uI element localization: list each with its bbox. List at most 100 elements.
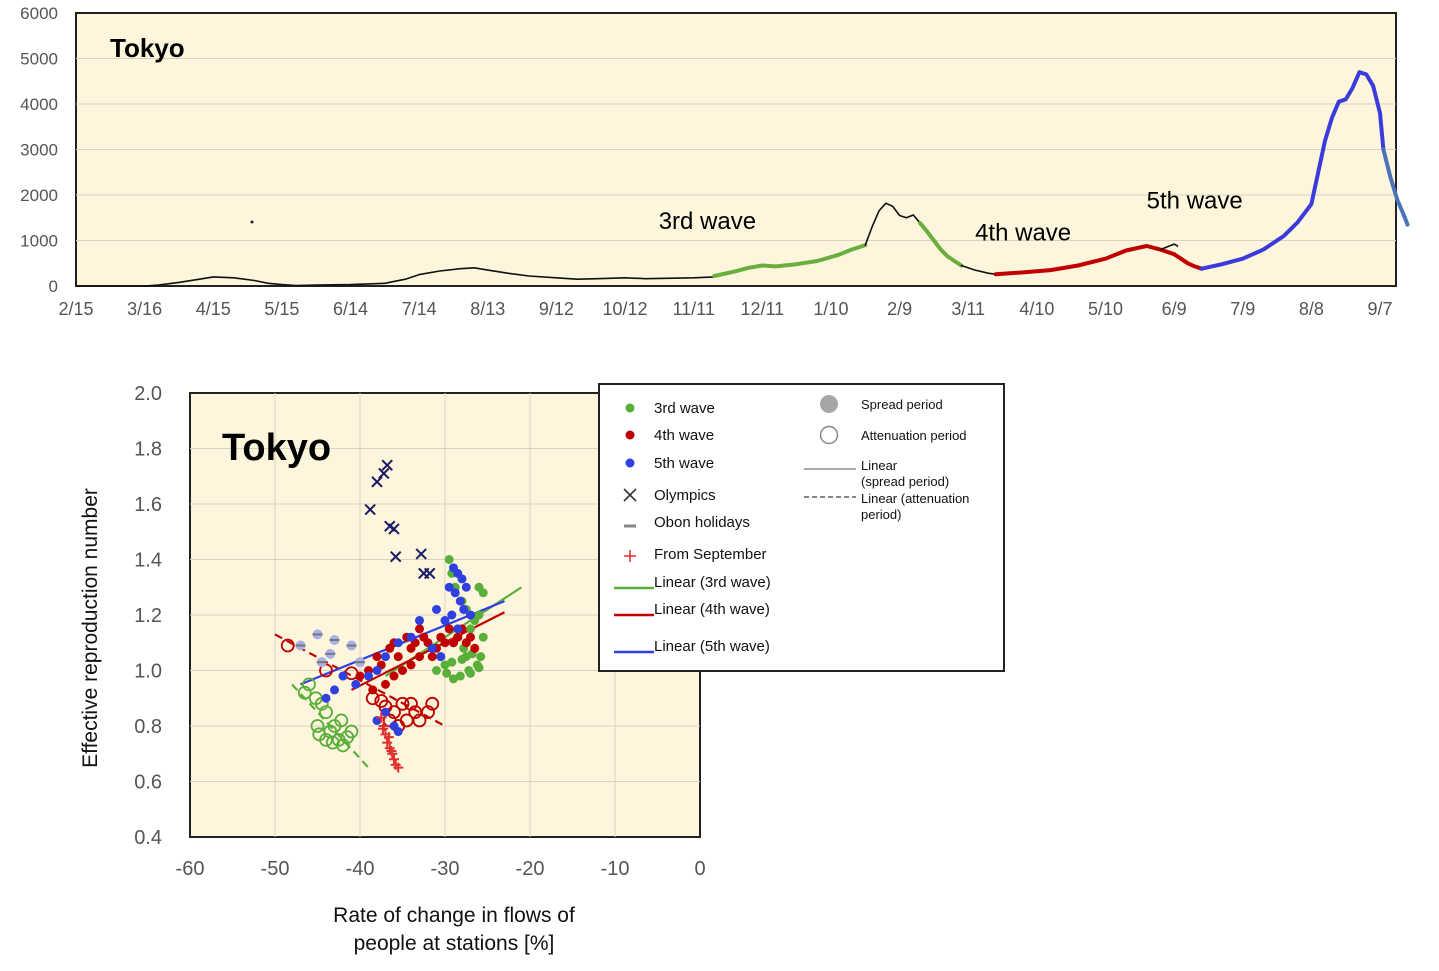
- top-x-tick: 3/11: [951, 299, 985, 319]
- series-line-wave4: [993, 244, 1204, 277]
- point-wave3_atten: [336, 738, 350, 753]
- point-olympics: [381, 459, 393, 471]
- point-wave3_atten: [310, 719, 325, 733]
- point-wave4_spread: [393, 652, 403, 662]
- point-wave4_atten: [365, 691, 380, 706]
- scatter-y-tick: 0.4: [134, 827, 162, 849]
- point-wave4_spread: [466, 632, 475, 642]
- point-olympics: [389, 551, 402, 563]
- point-wave3_spread: [455, 671, 465, 681]
- point-wave3_spread: [440, 660, 450, 670]
- point-wave3_spread: [447, 657, 457, 667]
- scatter-x-tick: -40: [346, 858, 375, 880]
- legend-label: Spread period: [861, 397, 943, 412]
- point-wave3_spread: [476, 652, 486, 662]
- scatter-y-tick-labels: 0.4 0.6 0.8 1.0 1.2 1.4 1.6 1.8 2.0: [134, 383, 162, 849]
- point-wave5_spread: [432, 604, 441, 614]
- point-wave3_spread: [466, 668, 475, 678]
- point-wave3_atten: [334, 713, 349, 728]
- point-wave4_atten: [421, 705, 435, 720]
- wave-annotations: 3rd wave 4th wave 5th wave: [659, 188, 1243, 247]
- scatter-x-axis-label-line1: Rate of change in flows of: [333, 904, 575, 927]
- scatter-x-tick: -10: [601, 858, 630, 880]
- point-olympics: [371, 476, 383, 488]
- top-gridlines: [76, 58, 1396, 241]
- top-chart-title: Tokyo: [110, 33, 185, 63]
- point-wave5_spread: [461, 582, 471, 592]
- point-wave4_spread: [427, 652, 437, 662]
- top-x-tick: 4/15: [196, 299, 231, 319]
- top-x-tick-labels: 2/15 3/16 4/15 5/15 6/14 7/14 8/13 9/12 10/12 11/…: [58, 299, 1392, 319]
- series-line-wave5_tail: [1381, 147, 1410, 227]
- point-wave4_spread: [381, 679, 390, 689]
- wave-annotation: 5th wave: [1147, 188, 1243, 215]
- scatter-x-tick: 0: [694, 858, 705, 880]
- point-wave4_spread: [372, 652, 382, 662]
- top-y-tick: 1000: [20, 232, 58, 251]
- top-x-tick: 8/13: [470, 299, 505, 319]
- top-x-tick: 12/11: [740, 299, 784, 319]
- point-olympics: [388, 523, 400, 535]
- scatter-y-tick: 0.6: [134, 772, 162, 794]
- point-wave4_atten: [404, 696, 418, 711]
- point-wave5_spread: [436, 652, 446, 662]
- legend-items: 3rd wave 4th wave 5th wave Olympics Obon hol…: [614, 400, 771, 655]
- point-wave4_atten: [425, 696, 440, 711]
- legend-box: [598, 383, 1005, 672]
- point-wave3_atten: [302, 677, 316, 692]
- point-september: [386, 745, 397, 756]
- point-wave4_atten: [280, 638, 295, 653]
- point-olympics: [423, 567, 436, 580]
- point-wave3_spread: [444, 555, 454, 564]
- point-olympics: [378, 467, 390, 480]
- point-wave4_atten: [395, 696, 410, 711]
- point-wave5_spread: [406, 632, 416, 642]
- point-wave5_spread: [330, 685, 339, 695]
- top-x-tick: 2/9: [887, 299, 912, 319]
- scatter-chart-title: Tokyo: [222, 427, 331, 469]
- point-wave3_spread: [474, 663, 484, 673]
- point-september: [382, 737, 393, 748]
- point-wave3_atten: [297, 685, 312, 700]
- top-y-tick: 6000: [20, 4, 58, 23]
- legend-label: Olympics: [654, 487, 716, 504]
- point-wave4_atten: [374, 694, 389, 708]
- top-series-lines: [75, 70, 1410, 287]
- series-line-base: [75, 267, 716, 287]
- point-wave3_spread: [432, 666, 441, 675]
- point-wave5_spread: [321, 693, 331, 703]
- top-y-tick: 3000: [20, 141, 58, 160]
- point-wave3_spread: [466, 624, 475, 634]
- point-wave5_spread: [427, 643, 437, 653]
- point-september: [376, 712, 387, 723]
- point-wave4_spread: [406, 660, 416, 670]
- point-wave3_spread: [461, 652, 471, 662]
- point-wave3_spread: [442, 668, 452, 678]
- point-wave4_spread: [398, 666, 407, 675]
- point-wave3_spread: [478, 632, 488, 642]
- point-wave5_spread: [459, 604, 469, 614]
- scatter-x-tick: -50: [261, 858, 290, 880]
- top-x-tick: 9/12: [539, 299, 574, 319]
- trendline: [351, 611, 505, 691]
- top-x-tick: 1/10: [813, 299, 848, 319]
- scatter-y-tick: 0.8: [134, 716, 162, 738]
- top-y-tick: 2000: [20, 186, 58, 205]
- legend-marker: [624, 550, 636, 562]
- point-wave4_atten: [412, 713, 427, 728]
- top-x-tick: 7/14: [402, 299, 437, 319]
- legend-marker: [625, 458, 635, 468]
- point-september: [377, 723, 388, 734]
- legend-label: Linear (5th wave): [654, 638, 770, 655]
- point-wave5_spread: [444, 582, 454, 592]
- point-wave3_atten: [325, 735, 340, 750]
- point-wave3_atten: [319, 705, 333, 720]
- legend-label: Linear (3rd wave): [654, 574, 771, 591]
- point-wave5_spread: [381, 707, 390, 717]
- scatter-y-tick: 1.8: [134, 439, 162, 461]
- legend: 3rd wave 4th wave 5th wave Olympics Obon hol…: [598, 383, 1005, 672]
- point-wave4_spread: [440, 638, 450, 648]
- point-september: [383, 732, 394, 743]
- legend-label: Obon holidays: [654, 514, 750, 531]
- scatter-y-axis-label: Effective reproduction number: [79, 488, 102, 768]
